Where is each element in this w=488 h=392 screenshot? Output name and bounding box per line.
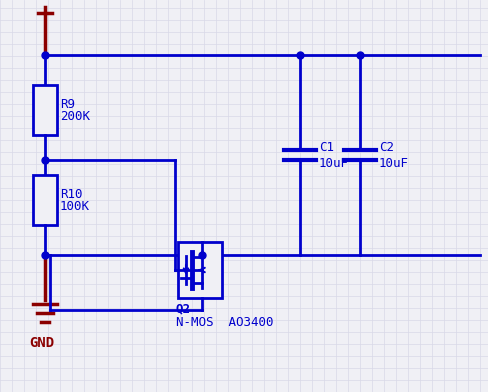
Text: N-MOS  AO3400: N-MOS AO3400 [176, 316, 273, 329]
Text: R9: R9 [60, 98, 75, 111]
Bar [178, 242, 222, 298]
Text: C2: C2 [378, 140, 393, 154]
Bar [33, 85, 57, 135]
Bar [33, 175, 57, 225]
Text: 100K: 100K [60, 200, 90, 212]
Text: GND: GND [29, 336, 54, 350]
Text: R10: R10 [60, 187, 82, 200]
Text: 200K: 200K [60, 109, 90, 123]
Text: C1: C1 [318, 140, 333, 154]
Text: 10uF: 10uF [318, 156, 348, 169]
Text: +24V: +24V [29, 0, 62, 3]
Text: Q2: Q2 [176, 302, 191, 315]
Text: 10uF: 10uF [378, 156, 408, 169]
